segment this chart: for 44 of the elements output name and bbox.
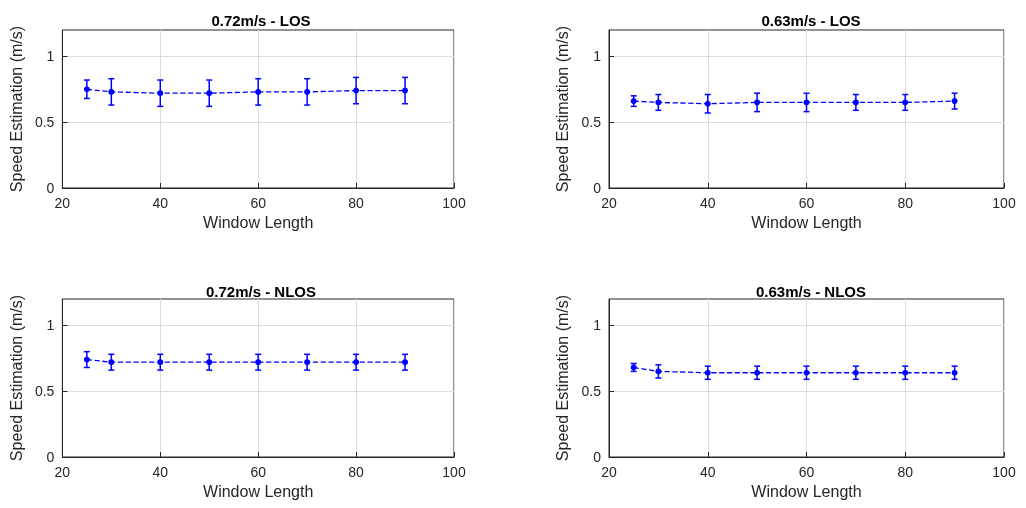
x-tick-label: 80: [348, 195, 365, 211]
y-tick-label: 0.5: [34, 383, 55, 400]
x-tick-label: 60: [798, 464, 815, 480]
x-tick-label: 100: [992, 464, 1016, 480]
x-tick-label: 100: [442, 195, 466, 211]
chart-title: 0.72m/s - LOS: [211, 12, 311, 29]
x-tick-label: 100: [992, 195, 1016, 211]
x-tick-label: 80: [348, 464, 365, 480]
x-tick-label: 40: [699, 195, 716, 211]
x-axis-title: Window Length: [203, 214, 314, 232]
x-tick-label: 20: [601, 464, 617, 480]
y-tick-label: 0.5: [581, 114, 602, 131]
x-tick-label: 80: [897, 464, 914, 480]
y-tick-label: 0: [46, 449, 55, 465]
x-tick-label: 100: [442, 464, 466, 480]
y-tick-label: 0: [593, 449, 602, 465]
chart-title: 0.63m/s - LOS: [761, 12, 861, 29]
chart-title: 0.72m/s - NLOS: [205, 283, 317, 300]
x-tick-label: 40: [152, 464, 169, 480]
y-tick-label: 1: [46, 48, 55, 65]
y-axis-title: Speed Estimation (m/s): [7, 294, 25, 462]
y-tick-label: 0: [46, 180, 55, 196]
y-axis-title: Speed Estimation (m/s): [7, 25, 25, 193]
y-axis-title: Speed Estimation (m/s): [554, 294, 572, 462]
y-tick-label: 0: [593, 180, 602, 196]
y-tick-label: 1: [593, 317, 602, 334]
chart-title: 0.63m/s - NLOS: [755, 283, 867, 300]
y-tick-label: 0.5: [581, 383, 602, 400]
x-tick-label: 20: [601, 195, 617, 211]
y-tick-label: 1: [593, 48, 602, 65]
x-tick-label: 60: [798, 195, 815, 211]
x-tick-label: 60: [250, 464, 267, 480]
y-tick-label: 0.5: [34, 114, 55, 131]
x-tick-label: 60: [250, 195, 267, 211]
x-tick-label: 40: [152, 195, 169, 211]
x-tick-label: 20: [54, 464, 71, 480]
x-tick-label: 20: [54, 195, 71, 211]
x-tick-label: 40: [699, 464, 716, 480]
y-axis-title: Speed Estimation (m/s): [554, 25, 572, 193]
y-tick-label: 1: [46, 317, 55, 334]
x-axis-title: Window Length: [751, 483, 862, 501]
x-axis-title: Window Length: [751, 214, 862, 232]
x-tick-label: 80: [897, 195, 914, 211]
x-axis-title: Window Length: [203, 483, 314, 501]
